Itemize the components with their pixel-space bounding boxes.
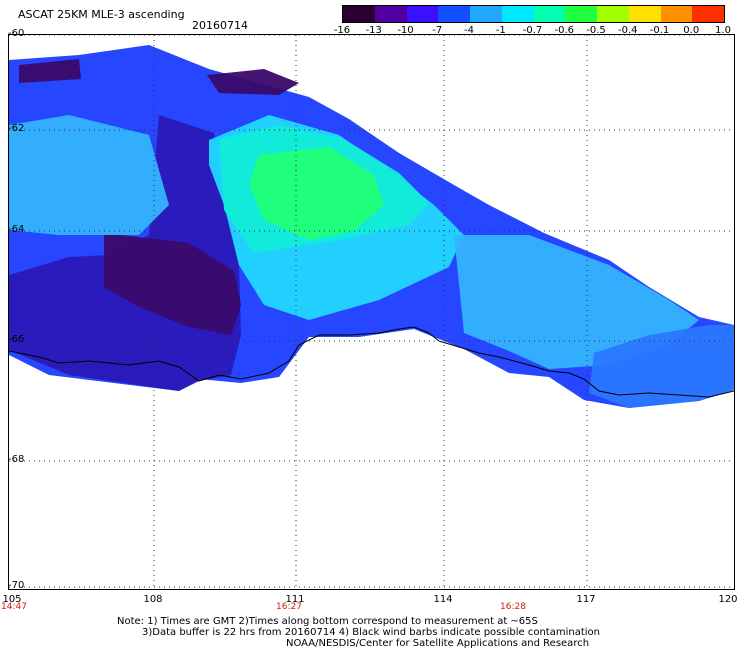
swath-light-blue-west [9,115,169,235]
swath-blue-east-edge [589,325,734,408]
lon-label: 117 [576,594,596,605]
lon-label: 111 [285,594,305,605]
colorbar-tick-label: -16 [333,25,351,36]
map-date: 20160714 [192,19,248,32]
note-line-3: NOAA/NESDIS/Center for Satellite Applica… [286,638,590,649]
coastline [9,326,734,398]
lat-label: -64 [8,224,25,235]
colorbar-swatch [438,6,470,22]
colorbar-tick-label: -4 [464,25,474,36]
map-canvas [9,35,734,589]
colorbar-tick-label: -7 [432,25,443,36]
colorbar-tick-label: -0.4 [617,25,638,36]
swath-light-blue-east [454,235,699,369]
note-line-1: Note: 1) Times are GMT 2)Times along bot… [117,616,538,627]
colorbar-swatch [692,6,724,22]
lon-label: 108 [143,594,163,605]
colorbar-swatch [406,6,439,22]
lat-label: -68 [8,454,25,465]
colorbar-swatch [374,6,407,22]
colorbar-tick-label: -0.6 [554,25,575,36]
lon-label: 114 [433,594,453,605]
lat-label: -70 [8,580,25,591]
colorbar-swatch [597,6,629,22]
map-title: ASCAT 25KM MLE-3 ascending [18,8,185,21]
colorbar [342,5,725,23]
colorbar-swatch [501,6,534,22]
colorbar-swatch [565,6,597,22]
colorbar-swatch [470,6,502,22]
swath-green-core [249,147,384,240]
lat-label: -60 [8,28,25,39]
colorbar-tick-label: -0.5 [586,25,606,36]
colorbar-swatch [533,6,566,22]
colorbar-tick-label: 1.0 [715,25,731,36]
lon-label: 120 [718,594,738,605]
colorbar-swatch [628,6,661,22]
lat-label: -62 [8,123,25,134]
swath-deep-purple-north [207,69,299,95]
note-line-2: 3)Data buffer is 22 hrs from 20160714 4)… [142,627,600,638]
colorbar-tick-label: -1 [495,25,506,36]
lon-label: 105 [2,594,22,605]
swath-deep-purple [104,233,241,335]
swath-deep-purple-nw [19,59,81,83]
colorbar-tick-label: -0.7 [522,25,543,36]
colorbar-tick-label: -0.1 [649,25,670,36]
lat-label: -66 [8,334,25,345]
time-label: 14:47 [1,602,27,612]
colorbar-tick-label: 0.0 [683,25,700,36]
map-plot-area [8,34,735,590]
colorbar-tick-label: -13 [365,25,382,36]
colorbar-tick-label: -10 [397,25,414,36]
colorbar-swatch [660,6,693,22]
colorbar-swatch [343,6,375,22]
time-label: 16:28 [500,602,526,612]
time-label: 16:27 [276,602,302,612]
